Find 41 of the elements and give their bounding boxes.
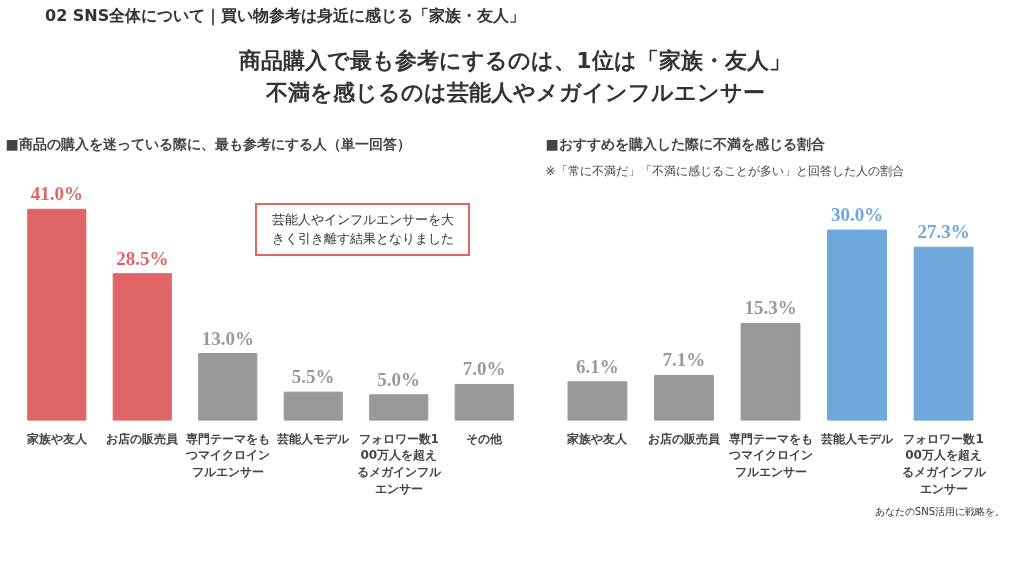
bar [827, 229, 887, 421]
data-label: 7.1% [662, 349, 706, 371]
text: 02 SNS全体について｜買い物参考は身近に感じる「家族・友人」 [44, 5, 526, 28]
x-tick-label: フォロワー数100万人を超えるメガインフルエンサー [901, 431, 987, 496]
data-label: 15.3% [744, 297, 797, 319]
bar [283, 391, 343, 421]
bar [112, 273, 172, 421]
data-label: 27.3% [917, 221, 970, 243]
x-tick-label: お店の販売員 [106, 431, 180, 446]
x-tick-label: 芸能人モデル [276, 431, 351, 446]
bar [654, 374, 714, 421]
x-tick-label: お店の販売員 [647, 431, 721, 446]
text: 商品購入で最も参考にするのは、1位は「家族・友人」 [239, 48, 791, 73]
chart-title: ■商品の購入を迷っている際に、最も参考にする人（単一回答） [5, 135, 411, 152]
x-tick-label: その他 [466, 431, 504, 446]
bar [198, 353, 258, 421]
annotation: 芸能人やインフルエンサーを大きく引き離す結果となりました [255, 203, 470, 257]
data-label: 13.0% [201, 327, 254, 349]
bar [740, 322, 801, 421]
bar [27, 208, 87, 421]
data-label: 5.0% [377, 368, 421, 390]
data-label: 5.5% [291, 366, 335, 388]
x-tick-label: 芸能人モデル [820, 431, 895, 446]
text: あなたのSNS活用に戦略を。 [873, 505, 1005, 519]
bar [913, 246, 974, 421]
x-tick-label: フォロワー数100万人を超えるメガインフルエンサー [356, 431, 442, 496]
bar [369, 394, 429, 421]
bar [567, 381, 628, 421]
data-label: 30.0% [830, 204, 884, 226]
x-tick-label: 家族や友人 [566, 431, 629, 446]
x-tick-label: 専門テーマをもつマイクロインフルエンサー [727, 431, 813, 480]
bar [454, 383, 514, 421]
chart-subtitle: ※「常に不満だ」「不満に感じることが多い」と回答した人の割合 [545, 163, 904, 178]
data-label: 7.0% [462, 358, 506, 380]
data-label: 6.1% [576, 355, 619, 377]
x-tick-label: 家族や友人 [25, 431, 88, 446]
chart-title: ■おすすめを購入した際に不満を感じる割合 [545, 135, 825, 152]
data-label: 41.0% [30, 183, 83, 205]
x-tick-label: 専門テーマをもつマイクロインフルエンサー [184, 431, 270, 480]
data-label: 28.5% [116, 247, 169, 269]
text: 不満を感じるのは芸能人やメガインフルエンサー [265, 80, 765, 105]
